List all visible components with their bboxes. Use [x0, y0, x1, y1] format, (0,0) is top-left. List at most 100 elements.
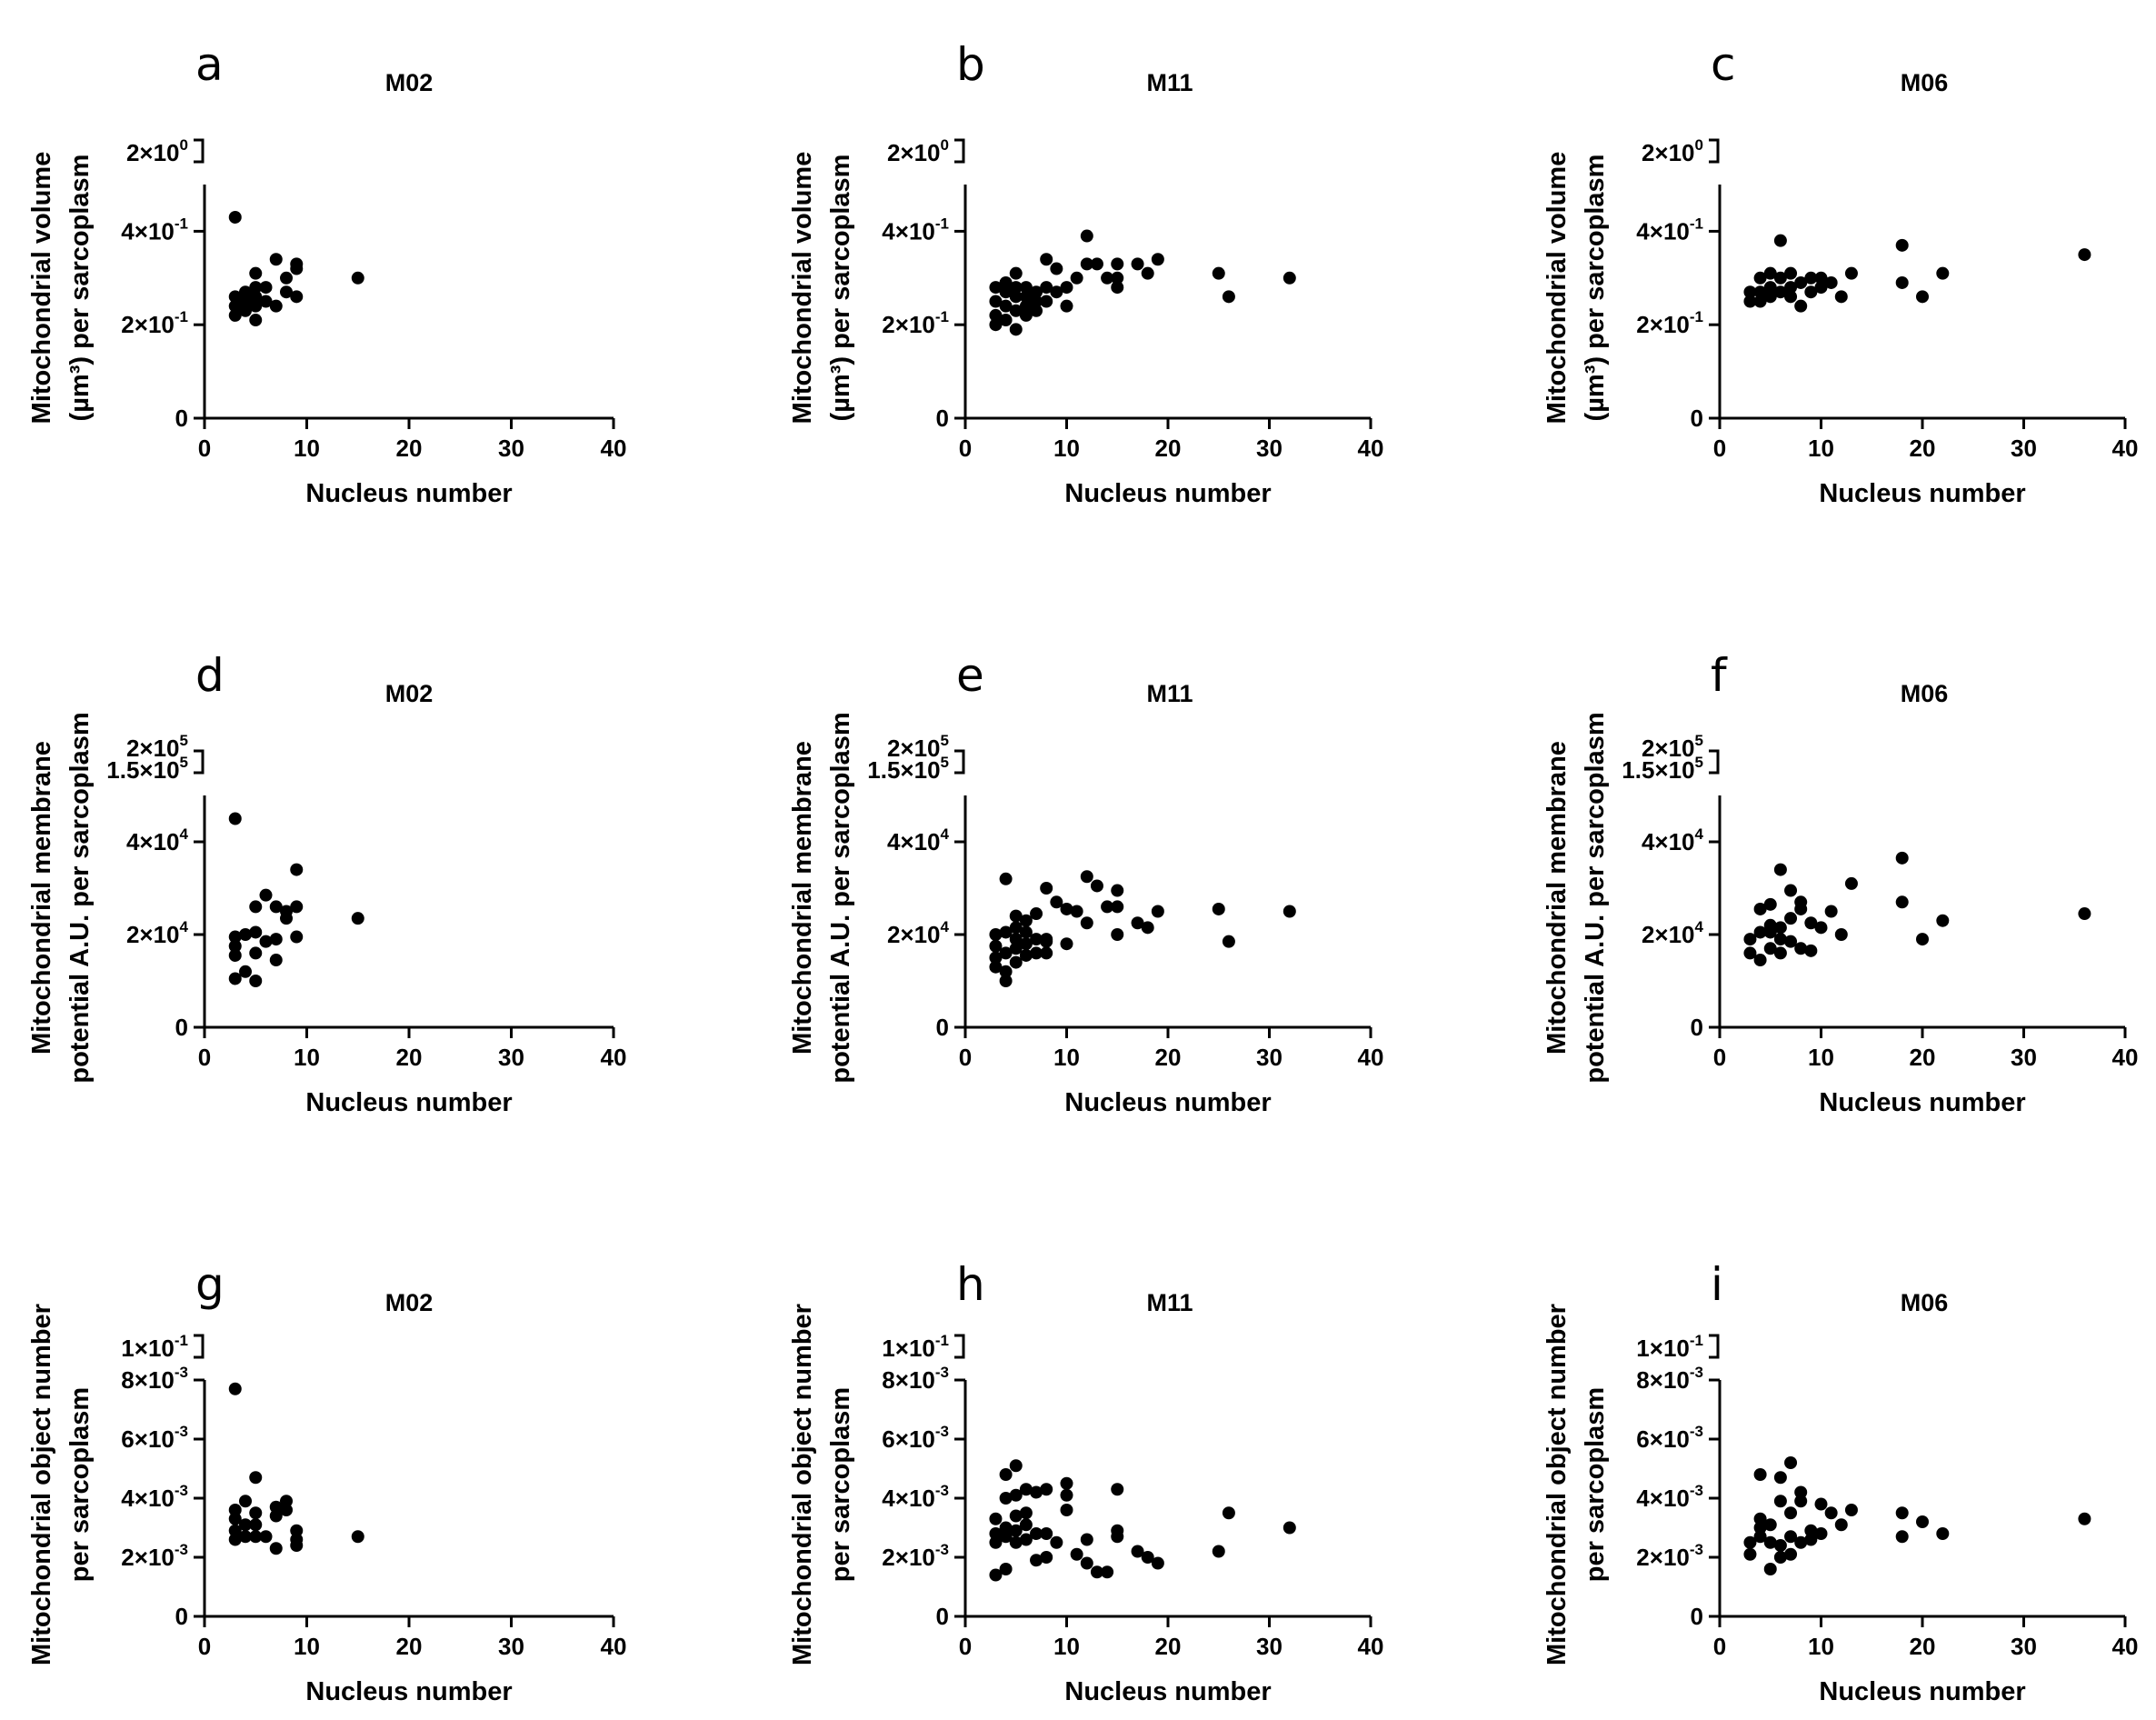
y-tick-label: 4×10-3	[121, 1482, 188, 1512]
data-point	[1753, 925, 1767, 939]
data-point	[2078, 248, 2091, 262]
panel-title: M06	[1901, 680, 1949, 707]
y-tick-label: 0	[936, 1014, 949, 1041]
data-point	[1131, 257, 1144, 271]
data-point	[1060, 937, 1073, 951]
data-point	[1743, 295, 1757, 308]
x-tick-label: 0	[959, 1633, 972, 1660]
x-tick-label: 10	[1808, 1044, 1834, 1071]
y-tick-label: 8×10-3	[121, 1364, 188, 1394]
data-point	[1019, 308, 1033, 322]
data-point	[1743, 933, 1757, 946]
panel-title: M02	[385, 1289, 434, 1316]
data-point	[1019, 937, 1033, 951]
data-point	[228, 948, 242, 962]
data-point	[1019, 948, 1033, 962]
data-point	[989, 308, 1003, 322]
y-tick-label: 0	[175, 1014, 188, 1041]
x-tick-label: 40	[2112, 1633, 2139, 1660]
x-tick-label: 40	[1358, 1633, 1384, 1660]
x-tick-label: 0	[1713, 435, 1726, 462]
x-axis-title: Nucleus number	[1064, 1677, 1271, 1706]
data-point	[1753, 295, 1767, 308]
data-point	[1763, 1563, 1777, 1575]
data-point	[1794, 1495, 1808, 1508]
data-point	[1040, 1527, 1053, 1540]
data-point	[228, 1533, 242, 1546]
data-point	[1804, 271, 1818, 285]
data-point	[999, 1492, 1013, 1505]
panel-a: a M02 0 10 20 30 40 0 2×10-1 4×10-1 2×100 Nucleus n…	[27, 38, 626, 508]
y-tick-label: 0	[1691, 1014, 1703, 1041]
data-point	[1895, 1530, 1909, 1544]
data-point	[239, 295, 252, 308]
x-tick-label: 30	[1256, 1633, 1283, 1660]
data-point	[1030, 933, 1043, 946]
data-point	[239, 1518, 252, 1532]
x-tick-label: 20	[1910, 1633, 1936, 1660]
data-point	[228, 308, 242, 322]
x-tick-label: 10	[1053, 1633, 1080, 1660]
data-point	[239, 928, 252, 941]
data-point	[1784, 1547, 1798, 1561]
x-tick-label: 30	[2011, 435, 2037, 462]
data-point	[249, 925, 263, 939]
panel-i: i M06 0 10 20 30 40 0 2×10-3 4×10-3 6×10-3 8×10-31×…	[1542, 1258, 2138, 1706]
data-point	[1141, 1551, 1154, 1564]
data-point	[1773, 863, 1787, 876]
data-point	[269, 1500, 283, 1514]
data-point	[989, 1568, 1003, 1582]
y-axis-title-line2: per sarcoplasm	[826, 1387, 855, 1582]
x-tick-label: 30	[1256, 435, 1283, 462]
data-point	[239, 304, 252, 317]
data-point	[1111, 928, 1124, 941]
data-point	[989, 960, 1003, 974]
data-point	[999, 314, 1013, 327]
panel-letter: e	[956, 649, 984, 702]
panel-title: M02	[385, 680, 434, 707]
data-point	[989, 318, 1003, 332]
data-point	[1212, 1545, 1225, 1558]
data-point	[989, 928, 1003, 941]
x-tick-label: 0	[1713, 1044, 1726, 1071]
data-point	[1101, 1565, 1114, 1579]
y-tick-label: 4×104	[887, 825, 950, 855]
x-tick-label: 30	[498, 1044, 524, 1071]
x-tick-label: 20	[1155, 435, 1182, 462]
data-point	[249, 1471, 263, 1485]
data-point	[1040, 882, 1053, 895]
data-point	[1895, 895, 1909, 909]
data-point	[269, 954, 283, 967]
data-point	[228, 299, 242, 313]
data-point	[249, 266, 263, 280]
axis-break-label: 2×105	[1642, 732, 1703, 762]
data-point	[1030, 1554, 1043, 1567]
data-point	[1030, 1485, 1043, 1499]
data-point	[290, 290, 304, 304]
data-point	[1009, 290, 1023, 304]
data-point	[1743, 946, 1757, 960]
x-tick-label: 40	[601, 435, 627, 462]
data-point	[1784, 290, 1798, 304]
panel-h: h M11 0 10 20 30 40 0 2×10-3 4×10-3 6×10-3 8×10-31×…	[788, 1258, 1383, 1706]
data-point	[1794, 942, 1808, 955]
data-point	[1794, 275, 1808, 289]
panel-b: b M11 0 10 20 30 40 0 2×10-1 4×10-1 2×100 Nucleus n…	[788, 38, 1383, 508]
x-axis-title: Nucleus number	[1819, 479, 2025, 508]
data-point	[1824, 905, 1838, 918]
data-point	[228, 939, 242, 953]
data-point	[1895, 238, 1909, 252]
data-point	[1060, 281, 1073, 295]
data-point	[249, 1506, 263, 1520]
data-point	[259, 295, 273, 308]
data-point	[1763, 897, 1777, 911]
data-point	[1212, 266, 1225, 280]
y-tick-label: 8×10-3	[882, 1364, 949, 1394]
x-tick-label: 30	[2011, 1633, 2037, 1660]
data-point	[1050, 1535, 1063, 1549]
data-point	[989, 951, 1003, 965]
axis-break-label: 2×100	[126, 136, 188, 166]
y-tick-label: 0	[936, 405, 949, 432]
data-point	[1844, 266, 1858, 280]
data-point	[1743, 1547, 1757, 1561]
